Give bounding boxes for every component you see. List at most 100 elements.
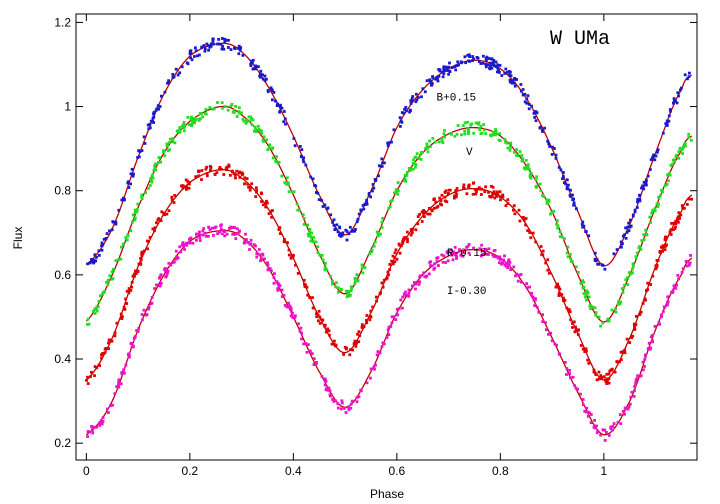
data-point (411, 229, 414, 232)
data-point (350, 289, 353, 292)
data-point (297, 272, 300, 275)
data-point (307, 343, 310, 346)
data-point (616, 248, 619, 251)
data-point (593, 371, 596, 374)
x-tick-label: 0.6 (389, 464, 406, 478)
data-point (389, 200, 392, 203)
data-point (210, 43, 213, 46)
data-point (350, 403, 353, 406)
data-point (404, 174, 407, 177)
data-point (482, 123, 485, 126)
data-point (438, 75, 441, 78)
data-point (246, 183, 249, 186)
data-point (143, 136, 146, 139)
data-point (362, 272, 365, 275)
data-point (206, 43, 209, 46)
data-point (564, 361, 567, 364)
data-point (689, 254, 692, 257)
data-point (199, 117, 202, 120)
data-point (329, 275, 332, 278)
data-point (533, 304, 536, 307)
data-point (512, 266, 515, 269)
data-point (205, 108, 208, 111)
data-point (129, 289, 132, 292)
data-point (468, 60, 471, 63)
data-point (406, 231, 409, 234)
y-tick-label: 0.2 (54, 436, 71, 450)
data-point (644, 298, 647, 301)
x-tick-label: 0.8 (492, 464, 509, 478)
data-point (515, 78, 518, 81)
data-point (264, 75, 267, 78)
data-point (690, 139, 693, 142)
data-point (316, 245, 319, 248)
data-point (661, 190, 664, 193)
data-point (337, 407, 340, 410)
data-point (606, 380, 609, 383)
data-point (102, 291, 105, 294)
data-point (198, 236, 201, 239)
data-point (631, 391, 634, 394)
data-point (280, 175, 283, 178)
data-point (529, 176, 532, 179)
data-point (681, 271, 684, 274)
data-point (131, 173, 134, 176)
data-point (308, 350, 311, 353)
data-point (429, 145, 432, 148)
data-point (303, 223, 306, 226)
data-point (378, 164, 381, 167)
data-point (688, 262, 691, 265)
data-point (281, 289, 284, 292)
data-point (463, 187, 466, 190)
data-point (566, 252, 569, 255)
data-point (624, 351, 627, 354)
data-point (126, 234, 129, 237)
data-point (324, 377, 327, 380)
data-point (426, 143, 429, 146)
data-point (168, 209, 171, 212)
data-point (114, 331, 117, 334)
data-point (594, 373, 597, 376)
data-point (615, 360, 618, 363)
data-point (636, 374, 639, 377)
data-point (403, 179, 406, 182)
data-point (254, 65, 257, 68)
data-point (669, 108, 672, 111)
data-point (626, 226, 629, 229)
data-point (650, 212, 653, 215)
data-point (583, 225, 586, 228)
data-point (662, 310, 665, 313)
data-point (493, 249, 496, 252)
data-point (430, 265, 433, 268)
data-point (419, 274, 422, 277)
data-point (442, 75, 445, 78)
data-point (548, 145, 551, 148)
data-point (370, 368, 373, 371)
data-point (557, 225, 560, 228)
data-point (318, 254, 321, 257)
data-point (283, 238, 286, 241)
data-point (381, 226, 384, 229)
data-point (172, 137, 175, 140)
data-point (660, 315, 663, 318)
data-point (602, 429, 605, 432)
data-point (608, 370, 611, 373)
data-point (415, 163, 418, 166)
data-point (334, 399, 337, 402)
data-point (329, 213, 332, 216)
data-point (547, 142, 550, 145)
data-point (405, 109, 408, 112)
data-point (571, 322, 574, 325)
data-point (313, 363, 316, 366)
data-point (629, 219, 632, 222)
data-point (423, 215, 426, 218)
data-point (259, 70, 262, 73)
data-point (342, 353, 345, 356)
data-point (615, 311, 618, 314)
data-point (107, 342, 110, 345)
data-point (627, 408, 630, 411)
data-point (425, 275, 428, 278)
data-point (436, 206, 439, 209)
data-point (569, 189, 572, 192)
data-point (548, 200, 551, 203)
